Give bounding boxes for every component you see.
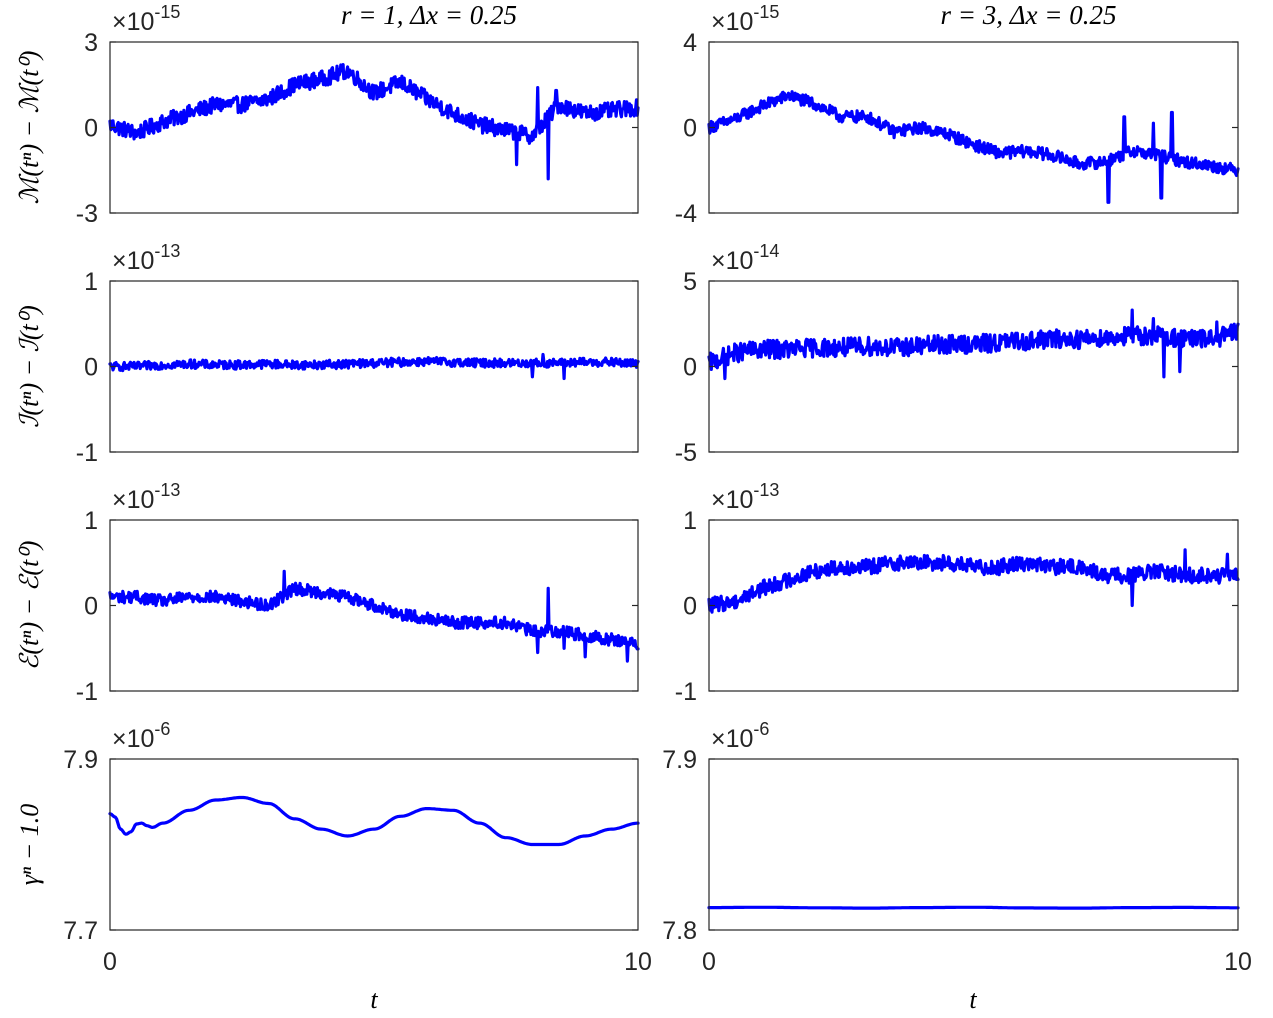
x-tick-label: 10 [1224,948,1252,976]
y-tick-label: 1 [84,268,98,296]
xlabel-left: t [370,985,378,1014]
chart-title: r = 3, Δx = 0.25 [940,0,1116,30]
y-tick-label: -4 [675,200,697,228]
y-tick-label: 0 [84,593,98,621]
y-tick-label: 7.9 [63,746,98,774]
panel-invariant-r1: -1 0 1 ×10-13 ℐ(tⁿ) − ℐ(t⁰) [15,241,640,467]
y-tick-label: -3 [76,200,98,228]
y-tick-label: 0 [683,115,697,143]
series-line [108,569,640,663]
y-tick-label: 1 [84,507,98,535]
series-line [108,795,640,847]
y-tick-label: -5 [675,439,697,467]
y-tick-label: 7.8 [662,917,697,945]
x-tick-label: 0 [103,948,117,976]
y-tick-label: 5 [683,268,697,296]
axes-box [708,758,1239,931]
panel-energy-r3: -1 0 1 ×10-13 [675,480,1240,706]
axis-exponent: ×10-15 [112,2,180,36]
axis-exponent: ×10-13 [711,480,779,514]
axis-exponent: ×10-14 [711,241,779,275]
series-line [707,308,1240,381]
series-line [707,90,1240,204]
y-axis-label: γⁿ − 1.0 [15,804,44,885]
y-tick-label: 0 [84,354,98,382]
y-tick-label: -1 [76,678,98,706]
panel-gamma-r3: 7.8 7.9 0 10 ×10-6 [662,719,1252,976]
y-tick-label: 7.7 [63,917,98,945]
axes-box [109,758,639,931]
y-tick-label: 4 [683,29,697,57]
y-tick-label: 7.9 [662,746,697,774]
y-tick-label: -1 [76,439,98,467]
chart-title: r = 1, Δx = 0.25 [341,0,517,30]
series-line [108,62,640,181]
axis-exponent: ×10-6 [711,719,769,753]
y-tick-label: 3 [84,29,98,57]
axis-exponent: ×10-15 [711,2,779,36]
panel-energy-r1: -1 0 1 ×10-13 ℰ(tⁿ) − ℰ(t⁰) [15,480,640,706]
y-tick-label: 0 [683,593,697,621]
axis-exponent: ×10-13 [112,480,180,514]
y-tick-label: -1 [675,678,697,706]
y-axis-label: ℳ(tⁿ) − ℳ(t⁰) [15,51,44,205]
y-tick-label: 1 [683,507,697,535]
series-line [707,548,1240,614]
series-line [707,905,1240,910]
y-axis-label: ℐ(tⁿ) − ℐ(t⁰) [15,305,44,428]
axis-exponent: ×10-6 [112,719,170,753]
x-tick-label: 0 [702,948,716,976]
xlabel-right: t [969,985,977,1014]
panel-invariant-r3: -5 0 5 ×10-14 [675,241,1240,467]
panel-mass-r1: -3 0 3 ×10-15 r = 1, Δx = 0.25 ℳ(tⁿ) − ℳ(t⁰) [15,0,640,228]
series-line [108,352,640,381]
x-tick-label: 10 [624,948,652,976]
panel-gamma-r1: 7.7 7.9 0 10 ×10-6 γⁿ − 1.0 [15,719,652,976]
axis-exponent: ×10-13 [112,241,180,275]
y-axis-label: ℰ(tⁿ) − ℰ(t⁰) [15,541,44,671]
y-tick-label: 0 [683,354,697,382]
panel-mass-r3: -4 0 4 ×10-15 r = 3, Δx = 0.25 [675,0,1240,228]
y-tick-label: 0 [84,115,98,143]
